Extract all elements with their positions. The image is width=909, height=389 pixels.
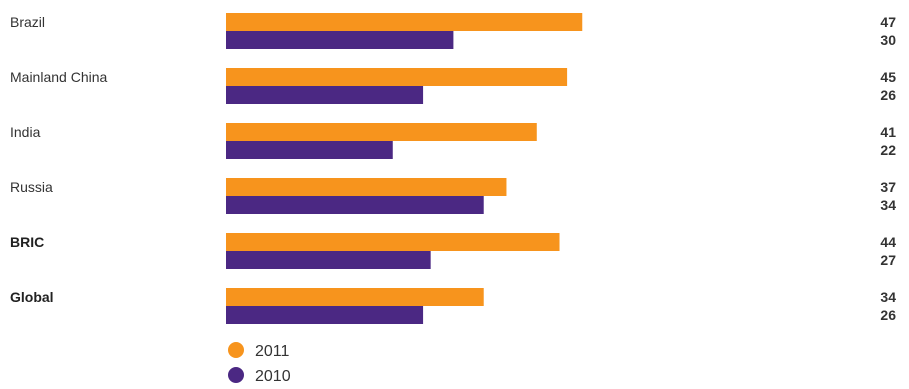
legend-label-2011: 2011 xyxy=(255,343,290,360)
value-label-global-2011: 34 xyxy=(880,289,896,305)
category-label-bric: BRIC xyxy=(10,234,44,250)
value-label-bric-2011: 44 xyxy=(880,234,896,250)
value-label-russia-2011: 37 xyxy=(880,179,896,195)
value-label-brazil-2010: 30 xyxy=(880,32,896,48)
bar-brazil-2011 xyxy=(226,13,583,31)
bar-india-2011 xyxy=(226,123,537,141)
value-label-russia-2010: 34 xyxy=(880,197,896,213)
bar-brazil-2010 xyxy=(226,31,454,49)
category-label-india: India xyxy=(10,124,41,140)
value-label-mainland-china-2010: 26 xyxy=(880,87,896,103)
value-label-india-2011: 41 xyxy=(880,124,896,140)
bar-russia-2011 xyxy=(226,178,507,196)
bar-global-2011 xyxy=(226,288,484,306)
legend: 2011 2010 xyxy=(228,342,291,385)
bars xyxy=(226,13,583,324)
bar-global-2010 xyxy=(226,306,424,324)
bar-bric-2010 xyxy=(226,251,431,269)
value-label-mainland-china-2011: 45 xyxy=(880,69,896,85)
category-labels: Brazil Mainland China India Russia BRIC Globa… xyxy=(10,14,107,305)
value-label-brazil-2011: 47 xyxy=(880,14,896,30)
category-label-brazil: Brazil xyxy=(10,14,45,30)
bar-mainland-china-2010 xyxy=(226,86,424,104)
value-labels: 47 30 45 26 41 22 37 34 44 27 34 26 xyxy=(880,14,896,323)
bar-mainland-china-2011 xyxy=(226,68,568,86)
value-label-global-2010: 26 xyxy=(880,307,896,323)
legend-marker-2011 xyxy=(228,342,244,358)
value-label-bric-2010: 27 xyxy=(880,252,896,268)
bar-bric-2011 xyxy=(226,233,560,251)
category-label-global: Global xyxy=(10,289,54,305)
value-label-india-2010: 22 xyxy=(880,142,896,158)
category-label-mainland-china: Mainland China xyxy=(10,69,107,85)
category-label-russia: Russia xyxy=(10,179,53,195)
bar-india-2010 xyxy=(226,141,393,159)
legend-label-2010: 2010 xyxy=(255,368,291,385)
bar-russia-2010 xyxy=(226,196,484,214)
legend-marker-2010 xyxy=(228,367,244,383)
